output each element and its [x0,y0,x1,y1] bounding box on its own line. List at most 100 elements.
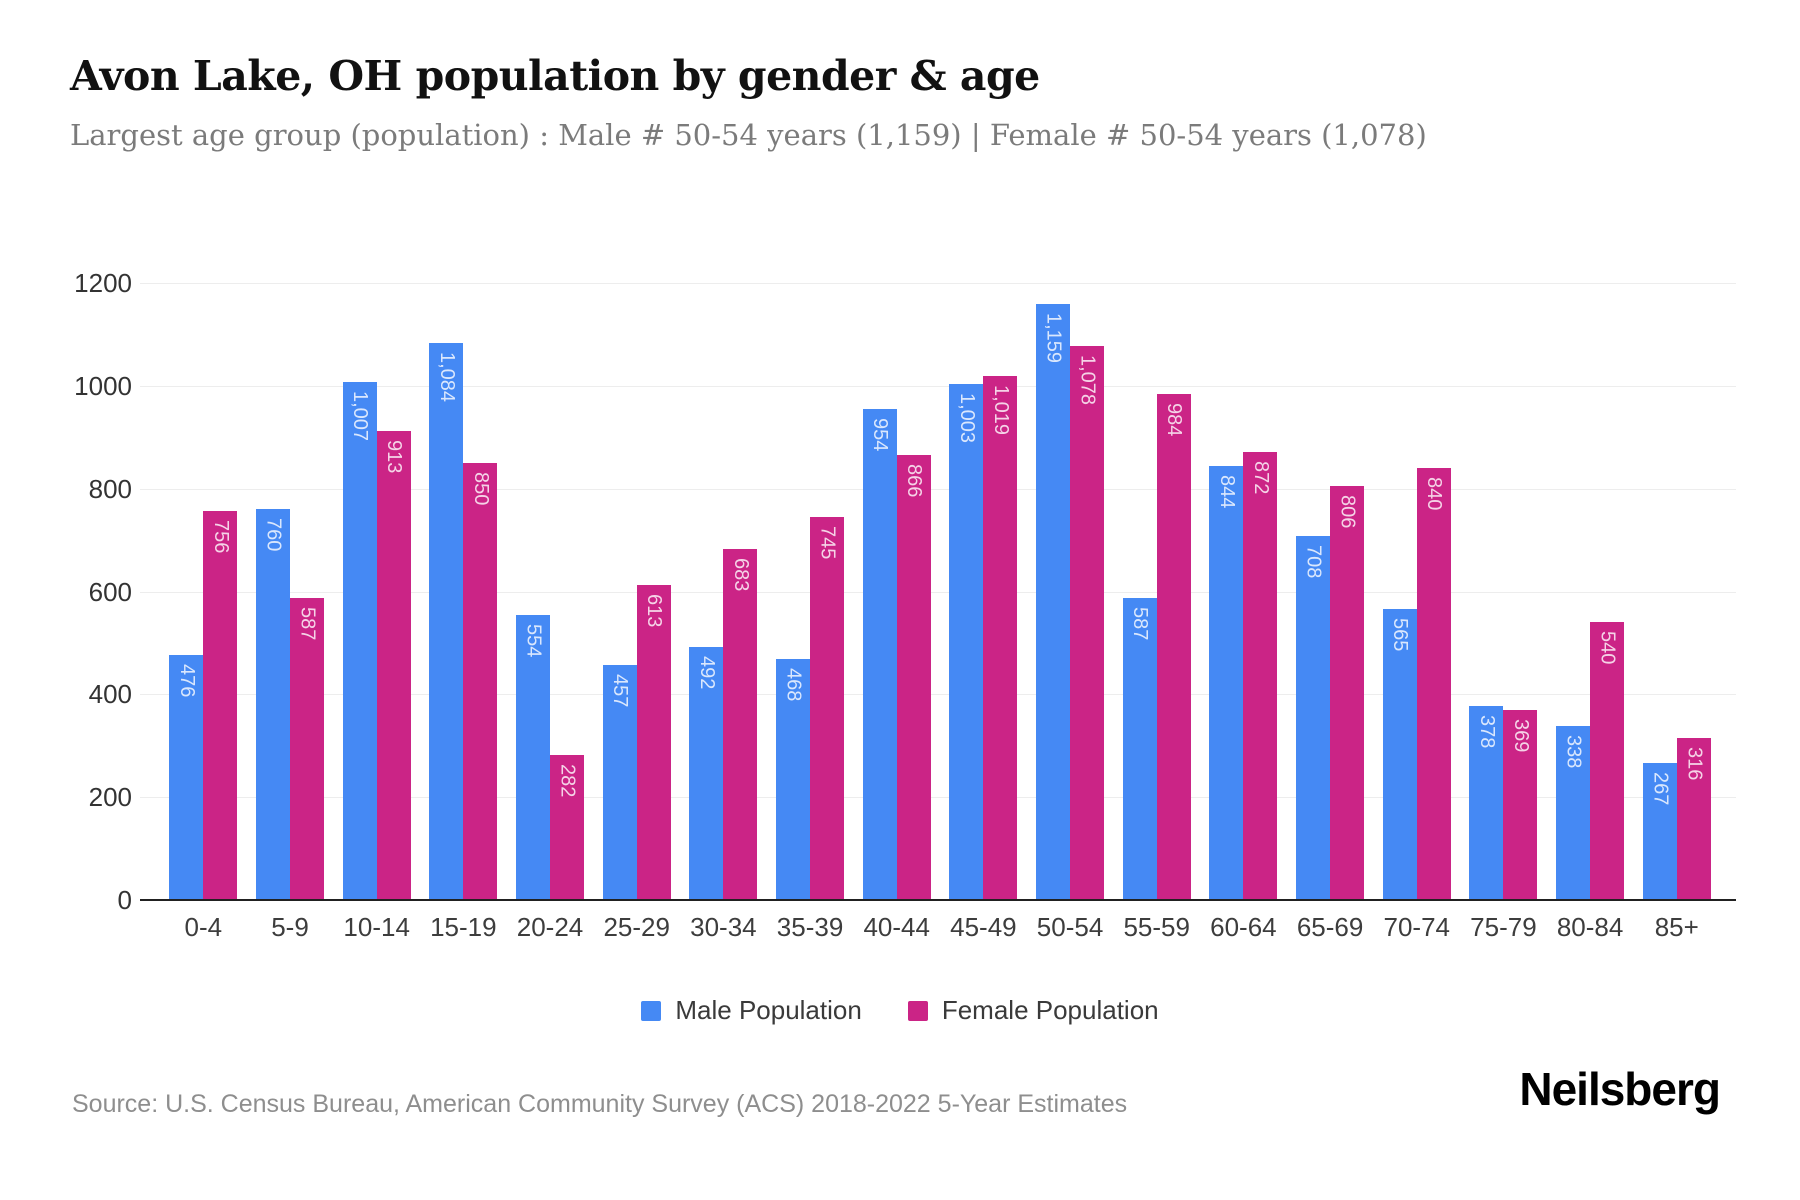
female-bar-15-19: 850 [463,463,498,900]
bar-value-label: 1,159 [1042,313,1065,364]
bar-pair: 587 984 [1122,283,1191,900]
bar-value-label: 840 [1423,477,1446,511]
x-tick-30-34: 30-34 [690,912,757,942]
bar-value-label: 872 [1249,461,1272,495]
female-bar-25-29: 613 [636,585,671,900]
chart-subtitle: Largest age group (population) : Male # … [70,118,1427,152]
bar-value-label: 708 [1302,545,1325,579]
bar-value-label: 492 [695,656,718,690]
legend-item-male: Male Population [641,995,862,1026]
age-group-20-24: 554 282 20-24 [507,283,594,973]
x-tick-40-44: 40-44 [863,912,930,942]
female-bar-55-59: 984 [1156,394,1191,900]
age-group-25-29: 457 613 25-29 [593,283,680,973]
chart-legend: Male Population Female Population [0,995,1800,1026]
male-legend-swatch [641,1000,662,1021]
bar-value-label: 613 [643,594,666,628]
x-tick-5-9: 5-9 [271,912,309,942]
y-axis-tick-labels: 0 200 400 600 800 1000 1200 [30,270,132,913]
female-bar-80-84: 540 [1590,622,1625,900]
male-bar-0-4: 476 [169,655,204,900]
female-bar-35-39: 745 [810,517,845,900]
x-tick-35-39: 35-39 [776,912,844,942]
female-legend-swatch [907,1000,928,1021]
male-bar-40-44: 954 [862,409,897,900]
x-tick-45-49: 45-49 [950,912,1017,942]
female-bar-20-24: 282 [550,755,585,900]
bar-pair: 267 316 [1642,283,1711,900]
age-group-0-4: 476 756 0-4 [160,283,247,973]
bar-pair: 1,159 1,078 [1036,283,1105,900]
x-tick-80-84: 80-84 [1556,912,1624,942]
bar-value-label: 378 [1475,715,1498,749]
bar-value-label: 316 [1683,747,1706,781]
male-bar-10-14: 1,007 [342,382,377,900]
x-tick-15-19: 15-19 [430,912,497,942]
female-bar-50-54: 1,078 [1070,346,1105,900]
bar-pair: 492 683 [689,283,758,900]
bar-pair: 554 282 [516,283,585,900]
male-bar-60-64: 844 [1209,466,1244,900]
x-tick-20-24: 20-24 [516,912,584,942]
age-group-50-54: 1,159 1,078 50-54 [1027,283,1114,973]
bar-pair: 1,084 850 [429,283,498,900]
age-group-70-74: 565 840 70-74 [1373,283,1460,973]
male-bar-45-49: 1,003 [949,384,984,900]
male-bar-70-74: 565 [1382,609,1417,900]
female-bar-5-9: 587 [290,598,324,900]
bar-pair: 844 872 [1209,283,1278,900]
male-bar-50-54: 1,159 [1036,304,1071,900]
bar-plot-area: 476 756 0-4 760 587 5-9 1,007 913 10-14 1,084 850 1… [160,283,1720,973]
bar-value-label: 954 [869,418,892,452]
bar-pair: 1,007 913 [342,283,411,900]
y-tick-400: 400 [88,679,132,710]
x-tick-50-54: 50-54 [1036,912,1104,942]
bar-value-label: 338 [1562,735,1585,769]
neilsberg-logo: Neilsberg [1519,1063,1721,1115]
age-group-60-64: 844 872 60-64 [1200,283,1287,973]
female-bar-70-74: 840 [1416,468,1451,900]
female-bar-85+: 316 [1676,738,1711,900]
x-tick-0-4: 0-4 [184,912,223,942]
page-title: Avon Lake, OH population by gender & age [70,52,1040,100]
y-tick-1200: 1200 [74,268,132,298]
x-tick-25-29: 25-29 [603,912,670,942]
bar-value-label: 1,084 [435,352,458,403]
bar-value-label: 806 [1336,495,1359,529]
x-tick-75-79: 75-79 [1470,912,1537,942]
gridline-600 [140,591,1736,593]
gridline-400 [140,694,1736,696]
gridline-800 [140,488,1736,490]
female-bar-75-79: 369 [1503,710,1538,900]
bar-value-label: 866 [903,464,926,498]
bar-pair: 708 806 [1296,283,1365,900]
bar-value-label: 540 [1596,631,1619,665]
gridline-200 [140,797,1736,799]
male-bar-15-19: 1,084 [429,343,464,900]
bar-value-label: 1,078 [1076,355,1099,406]
female-bar-45-49: 1,019 [983,376,1018,900]
plot-gridlines [140,283,1736,900]
age-group-55-59: 587 984 55-59 [1113,283,1200,973]
bar-value-label: 756 [209,520,232,554]
x-tick-85+: 85+ [1654,912,1699,942]
age-group-80-84: 338 540 80-84 [1547,283,1634,973]
bar-value-label: 565 [1389,618,1412,652]
bar-value-label: 468 [782,668,805,702]
bar-value-label: 282 [556,764,579,798]
x-tick-55-59: 55-59 [1123,912,1190,942]
age-group-5-9: 760 587 5-9 [247,283,334,973]
female-bar-30-34: 683 [723,549,758,900]
bar-value-label: 844 [1215,475,1238,509]
male-bar-5-9: 760 [256,509,290,900]
x-tick-65-69: 65-69 [1296,912,1364,942]
bar-value-label: 587 [1129,607,1152,641]
bar-value-label: 984 [1163,403,1186,437]
y-tick-1000: 1000 [74,370,132,401]
age-group-10-14: 1,007 913 10-14 [333,283,420,973]
male-bar-75-79: 378 [1469,706,1504,900]
female-legend-label: Female Population [941,995,1159,1025]
male-bar-85+: 267 [1642,763,1677,900]
x-tick-10-14: 10-14 [343,912,410,942]
age-group-35-39: 468 745 35-39 [767,283,854,973]
